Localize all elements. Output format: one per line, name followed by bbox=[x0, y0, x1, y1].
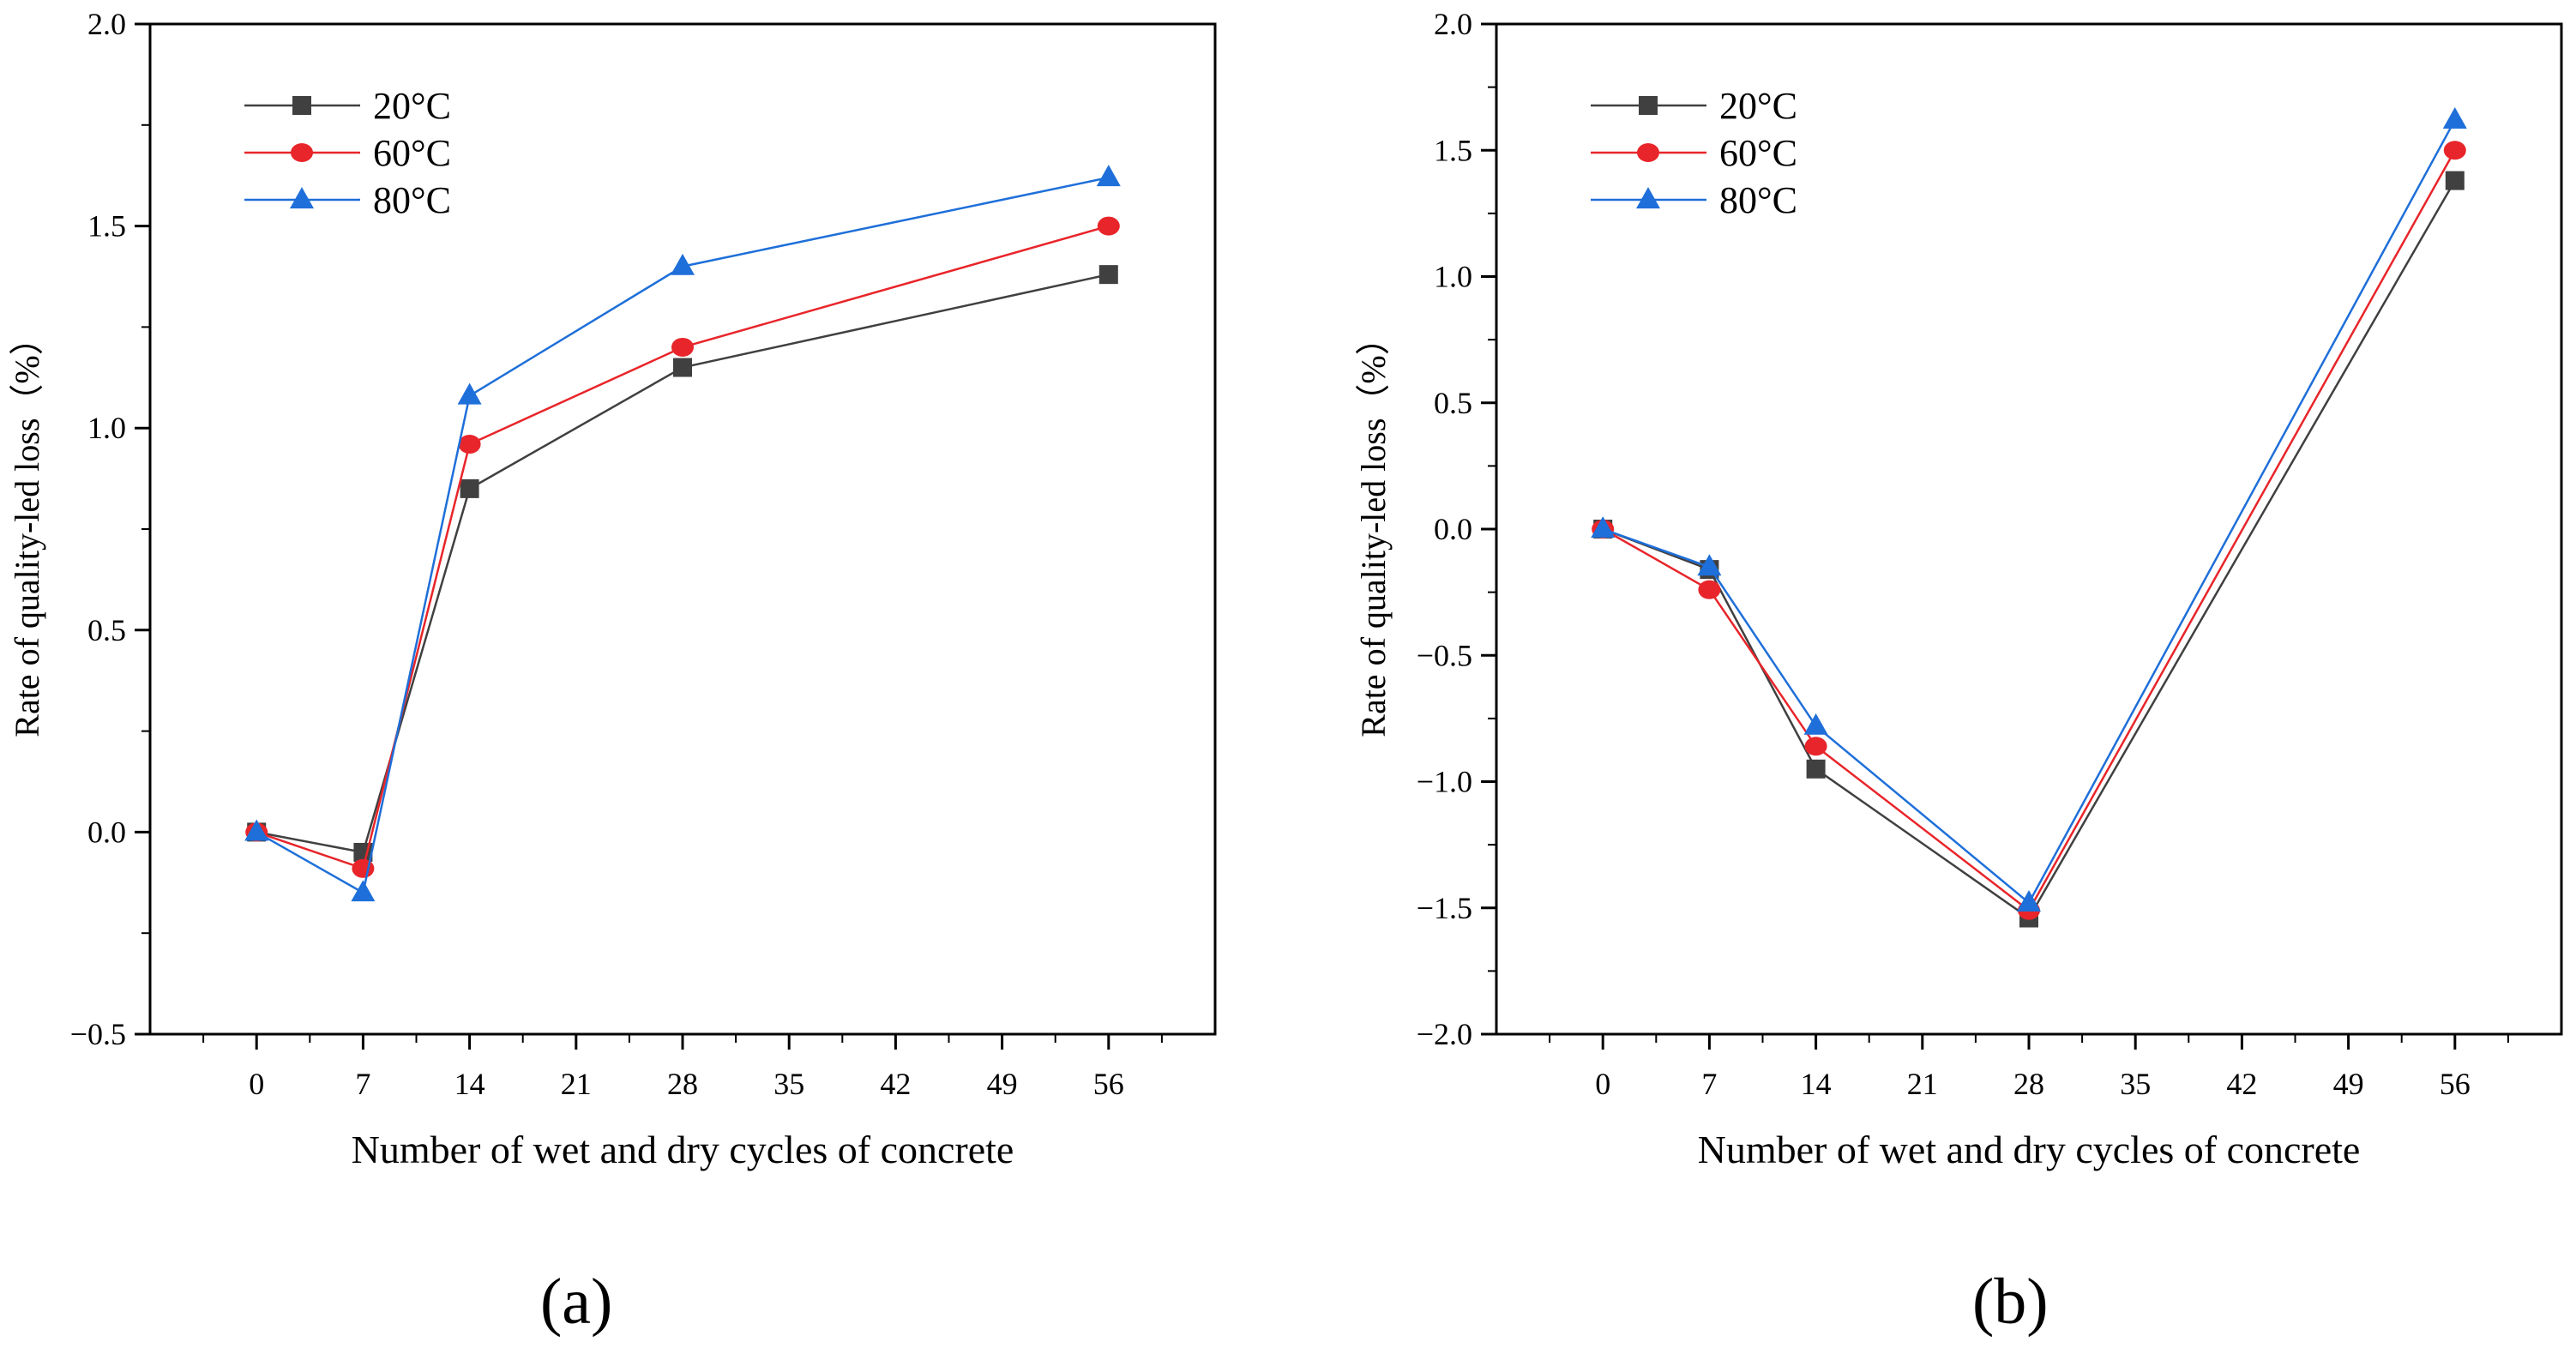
y-tick-label: 1.5 bbox=[87, 209, 126, 244]
legend-marker bbox=[1636, 187, 1660, 209]
plot-frame bbox=[148, 22, 1217, 1036]
legend-label: 80°C bbox=[373, 179, 451, 221]
x-axis-label: Number of wet and dry cycles of concrete bbox=[1698, 1128, 2361, 1171]
y-tick-label: 1.0 bbox=[1434, 260, 1472, 294]
x-tick-label: 28 bbox=[667, 1067, 698, 1101]
data-point bbox=[1097, 216, 1120, 236]
y-tick-label: 0.0 bbox=[1434, 512, 1472, 546]
legend-marker bbox=[292, 96, 311, 115]
data-point bbox=[1591, 516, 1616, 539]
x-tick-label: 42 bbox=[2226, 1067, 2257, 1101]
y-tick-label: −0.5 bbox=[1417, 638, 1472, 672]
panel-label-a: (a) bbox=[540, 1266, 613, 1338]
y-tick-label: 0.0 bbox=[87, 815, 126, 849]
legend-label: 20°C bbox=[373, 85, 451, 127]
data-point bbox=[351, 880, 376, 902]
x-tick-label: 42 bbox=[880, 1067, 911, 1101]
data-point bbox=[1098, 265, 1118, 285]
x-tick-label: 21 bbox=[1907, 1067, 1938, 1101]
data-point bbox=[673, 358, 692, 377]
y-tick-label: 1.5 bbox=[1434, 133, 1472, 167]
y-tick-label: 0.5 bbox=[87, 613, 126, 647]
panel-label-b: (b) bbox=[1972, 1266, 2049, 1338]
data-point bbox=[1803, 713, 1828, 735]
data-point bbox=[671, 337, 694, 357]
legend-marker bbox=[1637, 143, 1659, 162]
series-line-2 bbox=[1602, 119, 2456, 905]
y-tick-label: −1.5 bbox=[1417, 891, 1472, 925]
y-tick-label: −1.0 bbox=[1417, 765, 1472, 799]
data-point bbox=[352, 858, 375, 878]
chart-panel-a: 0 7 14 21 28 35 42 49 56 −0.5 0.0 0.5 1.0 1.5 2.0 Numbe… bbox=[8, 7, 1217, 1171]
x-tick-label: 21 bbox=[561, 1067, 592, 1101]
data-point bbox=[671, 253, 695, 275]
data-point bbox=[1697, 554, 1722, 576]
legend-label: 60°C bbox=[373, 132, 451, 174]
x-tick-label: 49 bbox=[2333, 1067, 2364, 1101]
data-point bbox=[2017, 889, 2041, 912]
x-tick-label: 0 bbox=[1595, 1067, 1610, 1101]
x-tick-label: 28 bbox=[2013, 1067, 2044, 1101]
y-tick-label: 2.0 bbox=[87, 7, 126, 41]
x-tick-label: 7 bbox=[1701, 1067, 1717, 1101]
plot-frame bbox=[1495, 22, 2563, 1036]
data-point bbox=[2442, 107, 2467, 129]
x-tick-label: 56 bbox=[1093, 1067, 1124, 1101]
x-tick-label: 0 bbox=[249, 1067, 264, 1101]
x-tick-label: 49 bbox=[987, 1067, 1018, 1101]
data-point bbox=[458, 435, 481, 454]
x-tick-label: 56 bbox=[2440, 1067, 2471, 1101]
data-point bbox=[1806, 759, 1826, 779]
x-tick-label: 14 bbox=[454, 1067, 485, 1101]
y-tick-label: 2.0 bbox=[1434, 7, 1472, 41]
data-point bbox=[1804, 737, 1827, 756]
data-point bbox=[457, 382, 482, 405]
data-point bbox=[244, 819, 269, 841]
data-point bbox=[2443, 141, 2466, 160]
y-axis-label: Rate of quality-led loss（%） bbox=[8, 321, 46, 737]
legend-marker bbox=[290, 187, 314, 209]
x-axis-label: Number of wet and dry cycles of concrete bbox=[352, 1128, 1014, 1171]
y-tick-label: −2.0 bbox=[1417, 1017, 1472, 1051]
legend-label: 60°C bbox=[1719, 132, 1797, 174]
legend-marker bbox=[1639, 96, 1658, 115]
series-line-1 bbox=[256, 225, 1110, 870]
x-tick-label: 14 bbox=[1801, 1067, 1832, 1101]
legend-label: 20°C bbox=[1719, 85, 1797, 127]
y-tick-label: 0.5 bbox=[1434, 386, 1472, 420]
y-tick-label: −0.5 bbox=[70, 1017, 126, 1051]
x-tick-label: 35 bbox=[2120, 1067, 2151, 1101]
data-point bbox=[460, 478, 479, 498]
chart-panel-b: 0 7 14 21 28 35 42 49 56 −2.0 −1.5 −1.0 −0.5 0.0 0.5 1.… bbox=[1354, 7, 2563, 1171]
series-line-0 bbox=[1602, 179, 2456, 920]
legend-label: 80°C bbox=[1719, 179, 1797, 221]
x-tick-label: 35 bbox=[773, 1067, 804, 1101]
data-point bbox=[2445, 171, 2465, 190]
data-point bbox=[1698, 580, 1721, 599]
data-point bbox=[1096, 165, 1121, 187]
y-tick-label: 1.0 bbox=[87, 411, 126, 445]
y-axis-label: Rate of quality-led loss（%） bbox=[1354, 321, 1393, 737]
series-line-1 bbox=[1602, 149, 2456, 912]
x-tick-label: 7 bbox=[355, 1067, 370, 1101]
legend-marker bbox=[291, 143, 313, 162]
